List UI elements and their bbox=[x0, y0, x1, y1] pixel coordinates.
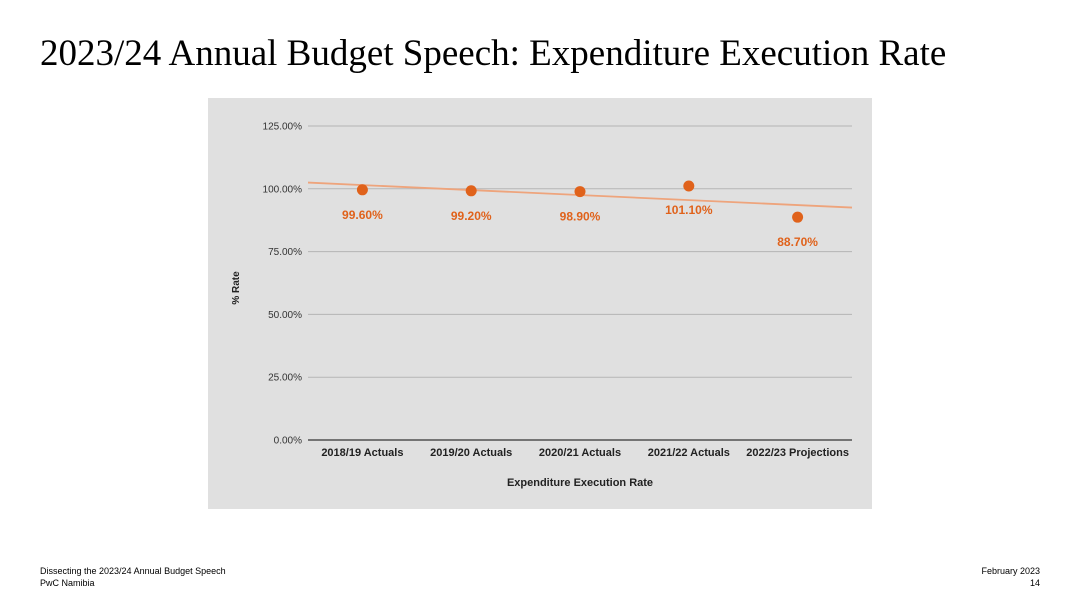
y-tick-label: 75.00% bbox=[268, 247, 302, 258]
data-point bbox=[356, 184, 368, 196]
data-point bbox=[683, 180, 695, 192]
footer-left: Dissecting the 2023/24 Annual Budget Spe… bbox=[40, 565, 226, 589]
data-point bbox=[792, 211, 804, 223]
slide-title: 2023/24 Annual Budget Speech: Expenditur… bbox=[40, 33, 947, 74]
chart-container: 0.00% 25.00% 50.00% 75.00% 100.00% 125.00% 99… bbox=[208, 98, 872, 509]
x-tick-label: 2020/21 Actuals bbox=[539, 447, 621, 459]
data-labels: 99.60% 99.20% 98.90% 101.10% 88.70% bbox=[342, 203, 818, 249]
footer-presentation-title: Dissecting the 2023/24 Annual Budget Spe… bbox=[40, 566, 226, 576]
data-label: 98.90% bbox=[560, 210, 601, 224]
y-tick-labels: 0.00% 25.00% 50.00% 75.00% 100.00% 125.00% bbox=[263, 122, 303, 447]
footer-right: February 2023 14 bbox=[981, 565, 1040, 589]
expenditure-execution-rate-chart: 0.00% 25.00% 50.00% 75.00% 100.00% 125.00% 99… bbox=[231, 122, 853, 489]
y-tick-label: 0.00% bbox=[274, 436, 302, 447]
x-tick-label: 2022/23 Projections bbox=[746, 447, 849, 459]
y-tick-label: 125.00% bbox=[263, 122, 303, 133]
data-label: 101.10% bbox=[665, 203, 713, 217]
data-point bbox=[465, 185, 477, 197]
y-axis-title: % Rate bbox=[231, 271, 242, 305]
data-point bbox=[574, 186, 586, 198]
x-tick-label: 2018/19 Actuals bbox=[321, 447, 403, 459]
x-tick-labels: 2018/19 Actuals 2019/20 Actuals 2020/21 Ac… bbox=[321, 447, 849, 459]
x-tick-label: 2021/22 Actuals bbox=[648, 447, 730, 459]
data-label: 99.20% bbox=[451, 209, 492, 223]
data-label: 99.60% bbox=[342, 208, 383, 222]
data-points bbox=[356, 180, 804, 223]
x-axis-title: Expenditure Execution Rate bbox=[507, 477, 653, 489]
data-label: 88.70% bbox=[777, 235, 818, 249]
y-tick-label: 25.00% bbox=[268, 373, 302, 384]
y-tick-label: 100.00% bbox=[263, 184, 303, 195]
gridlines bbox=[308, 125, 852, 441]
footer-page-number: 14 bbox=[1029, 578, 1040, 588]
footer-date: February 2023 bbox=[981, 566, 1040, 576]
x-tick-label: 2019/20 Actuals bbox=[430, 447, 512, 459]
footer-company: PwC Namibia bbox=[40, 578, 95, 588]
y-tick-label: 50.00% bbox=[268, 310, 302, 321]
